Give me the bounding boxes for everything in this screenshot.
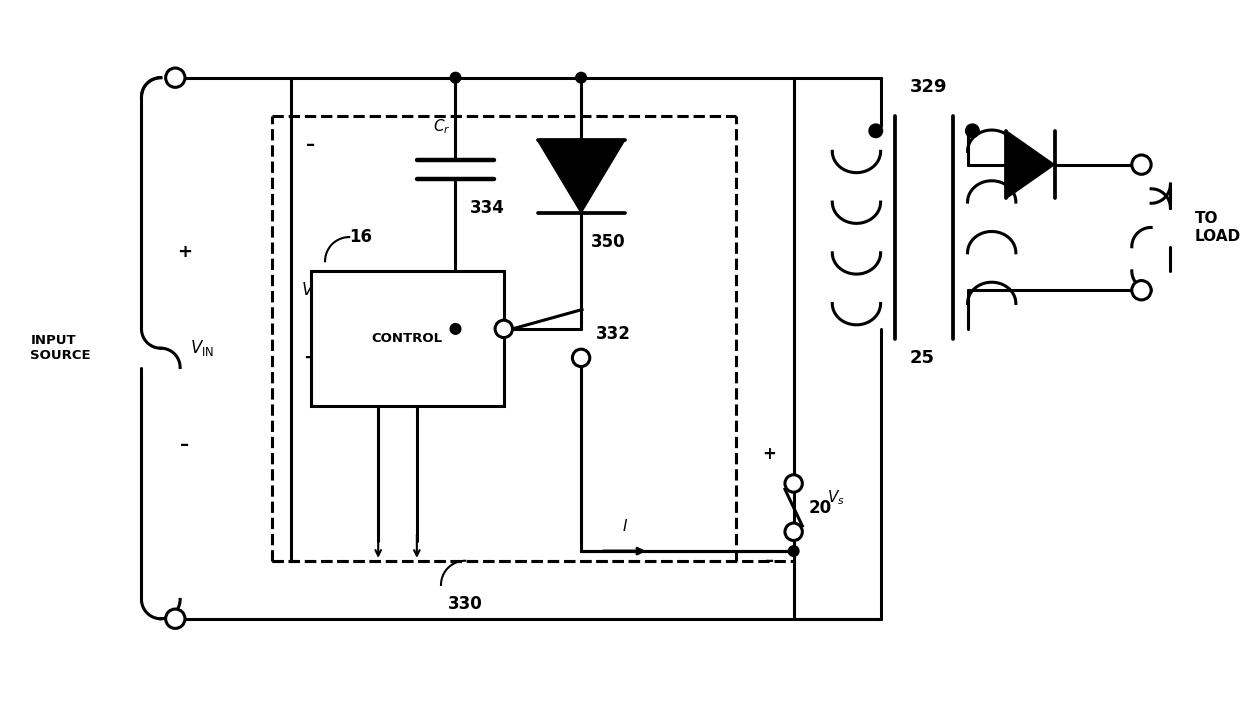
Text: 329: 329: [910, 79, 947, 96]
Circle shape: [785, 523, 802, 540]
Circle shape: [1132, 280, 1151, 300]
Text: –: –: [180, 436, 190, 454]
Text: 330: 330: [448, 595, 482, 613]
Text: +: +: [303, 349, 319, 367]
Text: $V_s$: $V_s$: [827, 489, 846, 508]
Text: TO
LOAD: TO LOAD: [1194, 211, 1240, 244]
Circle shape: [166, 68, 185, 87]
Text: 25: 25: [910, 349, 935, 367]
Circle shape: [1132, 155, 1151, 174]
Text: 334: 334: [470, 199, 505, 217]
Text: 16: 16: [350, 228, 372, 246]
Circle shape: [495, 320, 512, 338]
Polygon shape: [1006, 131, 1054, 198]
Text: $V_c$: $V_c$: [301, 280, 320, 300]
Circle shape: [450, 324, 461, 334]
Circle shape: [575, 72, 587, 83]
Text: CONTROL: CONTROL: [372, 332, 443, 345]
Text: I: I: [622, 519, 626, 534]
Text: 20: 20: [808, 498, 831, 517]
Circle shape: [166, 609, 185, 629]
Circle shape: [573, 349, 590, 367]
Text: $C_r$: $C_r$: [433, 117, 450, 136]
FancyBboxPatch shape: [310, 271, 503, 406]
Text: INPUT
SOURCE: INPUT SOURCE: [30, 334, 91, 362]
Text: –: –: [306, 137, 315, 154]
Text: +: +: [763, 445, 776, 464]
Text: 350: 350: [590, 233, 625, 251]
Text: –: –: [765, 552, 774, 570]
Text: $V_{\mathrm{IN}}$: $V_{\mathrm{IN}}$: [190, 338, 215, 358]
Text: +: +: [177, 243, 192, 261]
Polygon shape: [538, 140, 625, 213]
Circle shape: [966, 124, 980, 137]
Circle shape: [789, 546, 799, 556]
Text: 332: 332: [595, 325, 630, 343]
Circle shape: [869, 124, 883, 137]
Circle shape: [785, 475, 802, 492]
Circle shape: [450, 72, 461, 83]
